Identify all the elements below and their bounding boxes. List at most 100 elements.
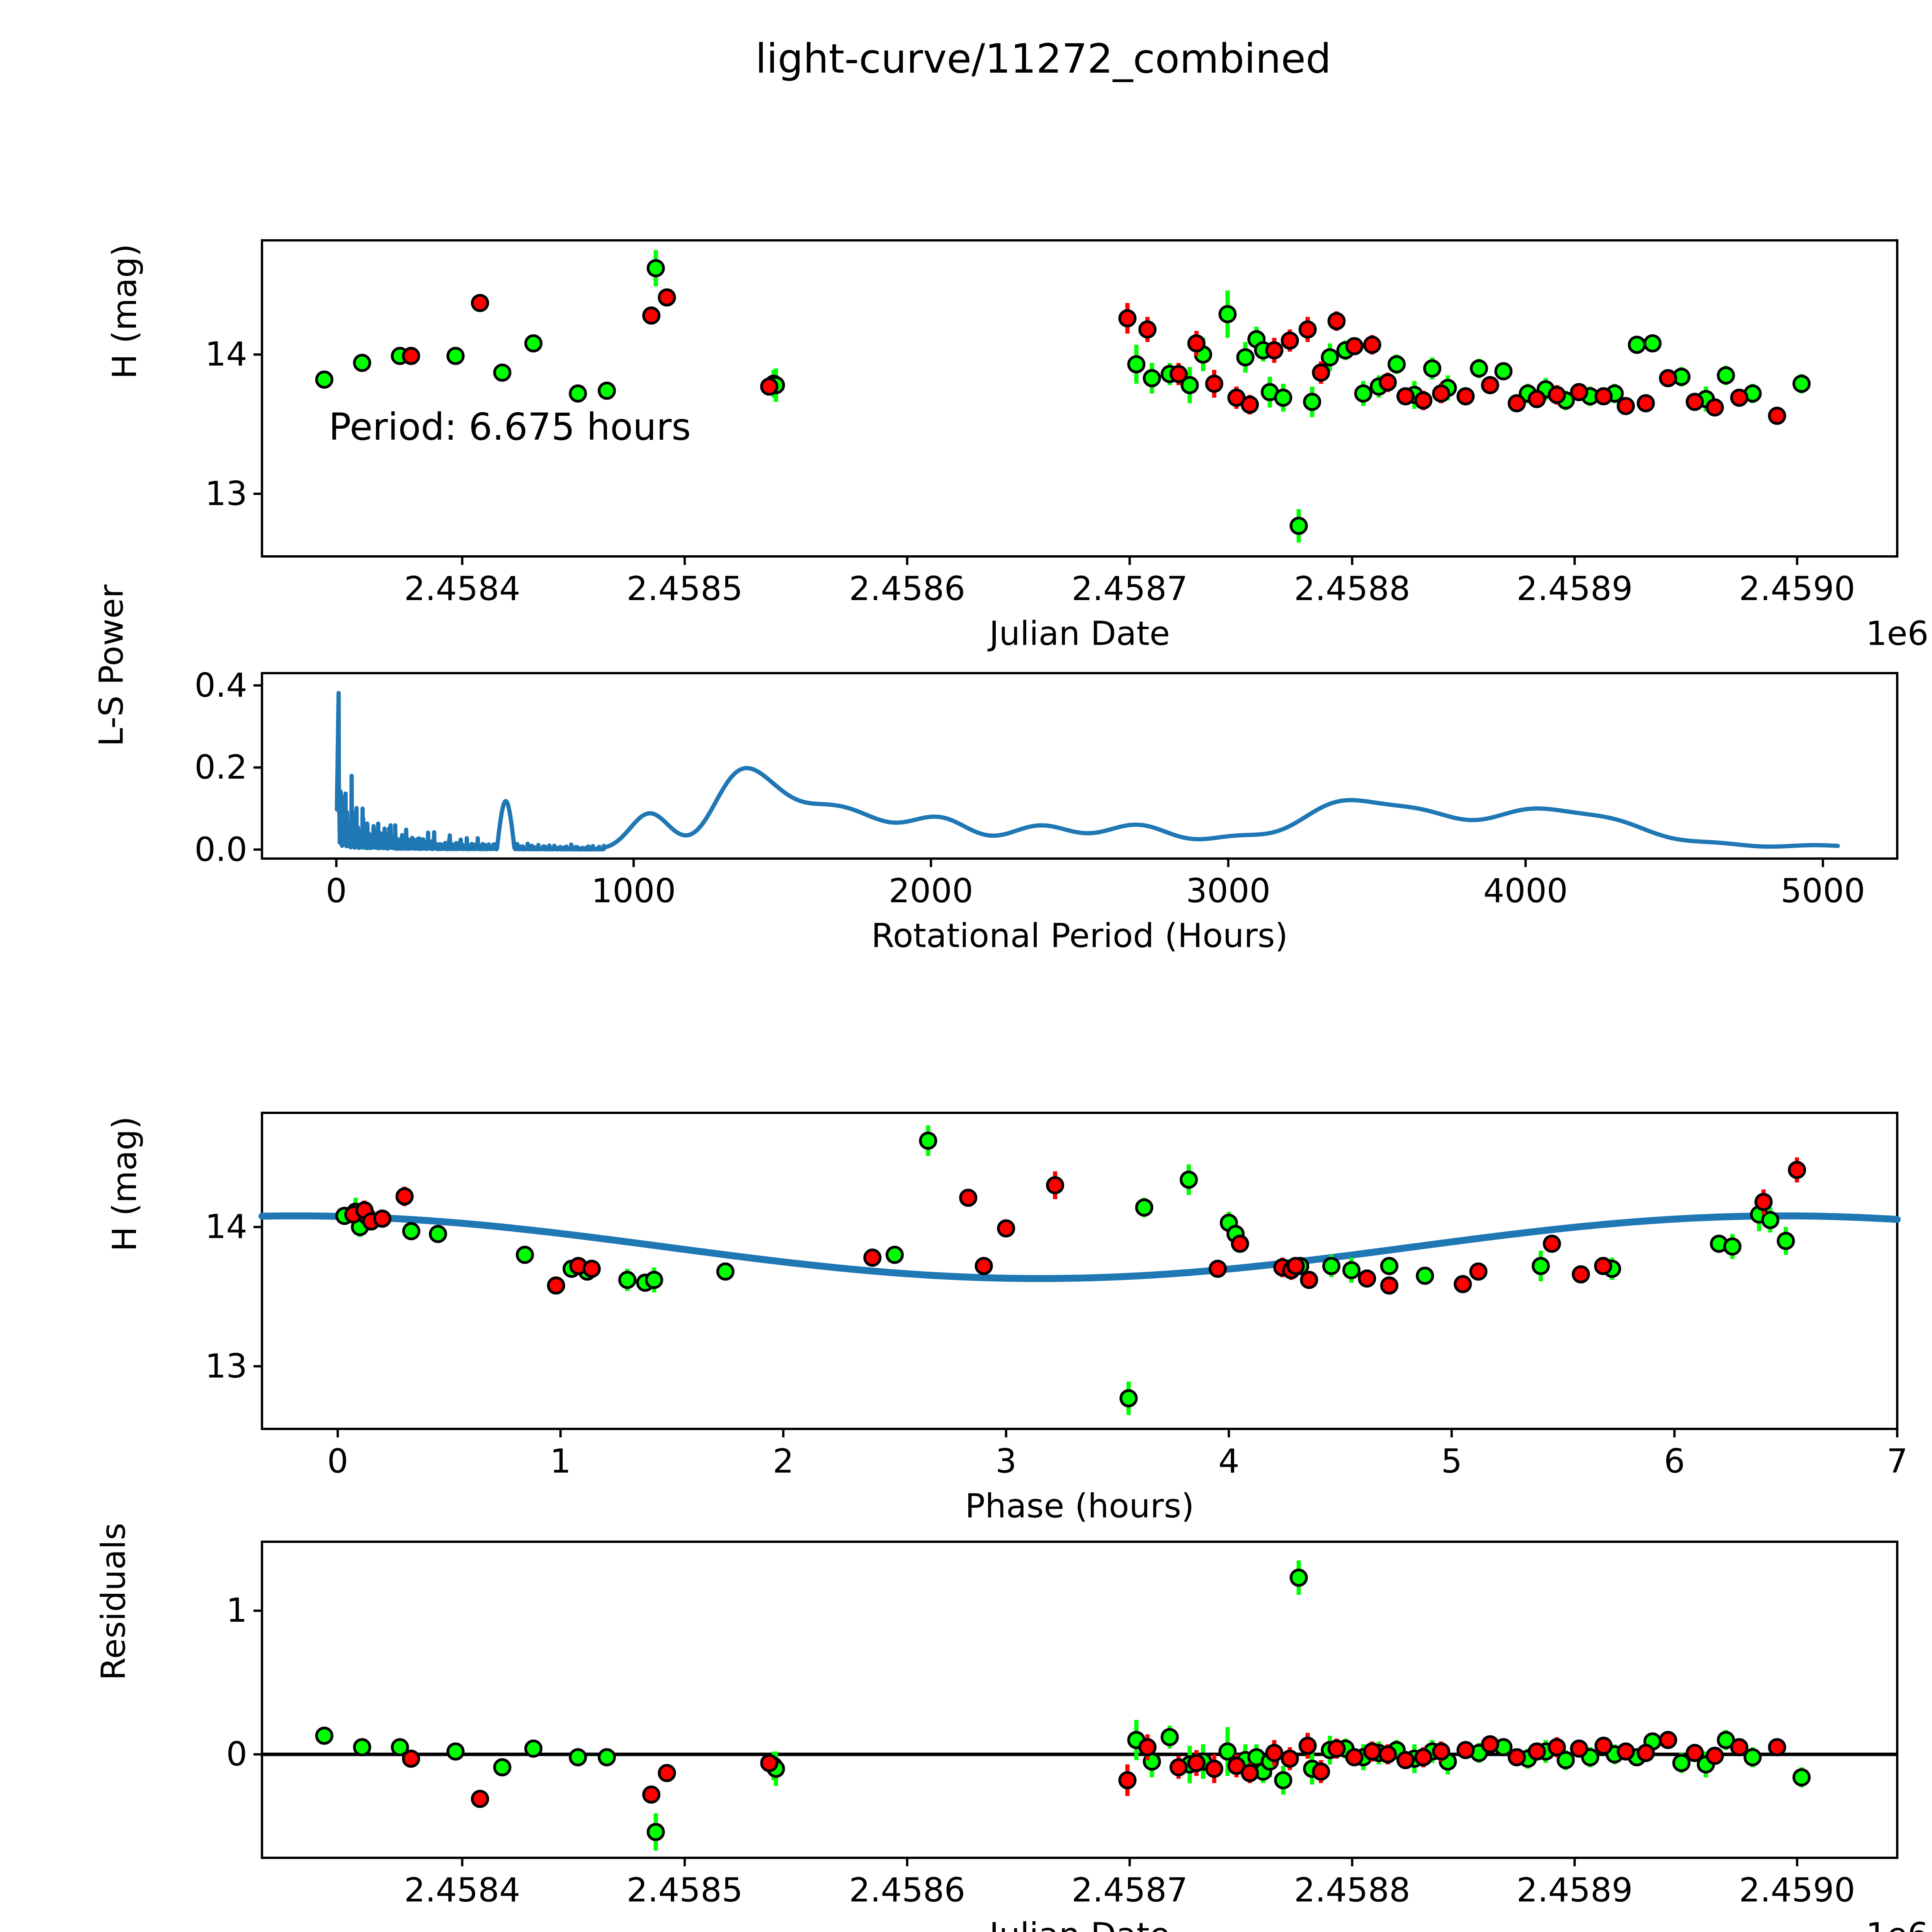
- data-point: [524, 1739, 543, 1758]
- data-point: [1456, 1741, 1475, 1759]
- x-tick-label: 2.4588: [1294, 570, 1410, 608]
- data-point: [1519, 1749, 1537, 1768]
- data-point: [1118, 1771, 1137, 1789]
- series-red: [402, 1731, 1786, 1808]
- x-tick-label: 2.4586: [849, 1871, 966, 1910]
- axes-frame: [261, 1541, 1898, 1859]
- data-point: [1218, 1742, 1237, 1761]
- x-tick-label: 2.4586: [849, 570, 966, 608]
- data-point: [1260, 1752, 1279, 1771]
- data-point: [1548, 1738, 1566, 1757]
- data-point: [1254, 1762, 1272, 1781]
- data-point: [1240, 1764, 1259, 1782]
- x-tick-label: 4: [1218, 1442, 1240, 1481]
- y-tick-label: 1: [226, 1591, 247, 1630]
- data-point: [315, 1726, 333, 1745]
- data-point: [1321, 1741, 1339, 1759]
- x-tick-label: 2.4589: [1516, 570, 1633, 608]
- data-point: [1160, 1728, 1179, 1747]
- period-annotation: Period: 6.675 hours: [328, 405, 691, 449]
- x-tick-label: 3: [995, 1442, 1017, 1481]
- data-point: [1570, 1739, 1588, 1758]
- markers-red: [402, 1731, 1786, 1808]
- data-point: [1187, 1754, 1206, 1772]
- x-tick-label: 2.4584: [404, 1871, 520, 1910]
- data-point: [1303, 1759, 1321, 1778]
- data-point: [1274, 1771, 1293, 1789]
- data-point: [1363, 1742, 1381, 1761]
- x-tick-label: 7: [1886, 1442, 1908, 1481]
- data-point: [471, 1790, 489, 1808]
- data-point: [353, 1738, 371, 1757]
- y-tick-label: 0.0: [194, 830, 247, 869]
- data-point: [1194, 1752, 1213, 1771]
- x-tick-label: 2: [772, 1442, 794, 1481]
- x-tick-label: 2.4585: [626, 1871, 743, 1910]
- data-point: [446, 1742, 465, 1761]
- data-point: [1494, 1738, 1513, 1757]
- y-tick-label: 14: [205, 335, 247, 374]
- data-point: [1432, 1742, 1451, 1761]
- data-point: [1369, 1744, 1388, 1762]
- data-point: [391, 1738, 409, 1757]
- x-tick-label: 2.4587: [1071, 570, 1188, 608]
- x-tick-label: 4000: [1483, 872, 1568, 910]
- data-point: [1236, 1751, 1255, 1769]
- data-point: [760, 1754, 779, 1772]
- data-point: [1659, 1731, 1677, 1749]
- data-point: [1685, 1744, 1704, 1762]
- data-point: [642, 1785, 661, 1804]
- data-point: [1743, 1748, 1762, 1767]
- data-point: [1180, 1755, 1199, 1774]
- data-point: [658, 1764, 676, 1782]
- data-point: [1605, 1745, 1624, 1764]
- data-point: [767, 1759, 785, 1778]
- x-tick-label: 5000: [1781, 872, 1866, 910]
- x-tick-label: 3000: [1186, 872, 1271, 910]
- data-point: [1536, 1742, 1555, 1761]
- x-tick-label: 1000: [591, 872, 676, 910]
- x-tick-label: 0: [327, 1442, 349, 1481]
- x-tick-label: 2.4585: [626, 570, 743, 608]
- data-point: [1636, 1744, 1655, 1762]
- y-tick-label: 0.2: [194, 748, 247, 787]
- y-tick-label: 0.4: [194, 666, 247, 705]
- data-point: [1470, 1744, 1488, 1762]
- data-point: [1594, 1736, 1613, 1755]
- x-axis-offset-label: 1e6: [1866, 614, 1929, 653]
- data-point: [1378, 1745, 1397, 1764]
- x-tick-label: 2000: [888, 872, 973, 910]
- data-point: [1169, 1758, 1188, 1777]
- data-point: [1527, 1742, 1546, 1761]
- data-point: [1265, 1744, 1284, 1762]
- data-point: [1396, 1751, 1415, 1769]
- y-axis-label: Residuals: [94, 1523, 133, 1680]
- data-point: [1205, 1759, 1223, 1778]
- data-point: [1336, 1739, 1355, 1758]
- data-point: [1730, 1738, 1748, 1757]
- data-point: [1227, 1757, 1246, 1775]
- data-point: [1354, 1748, 1372, 1767]
- data-point: [1792, 1768, 1811, 1787]
- data-point: [1414, 1748, 1433, 1767]
- error-bars-green: [322, 1560, 1804, 1851]
- y-tick-label: 0: [226, 1735, 247, 1774]
- data-point: [1697, 1755, 1715, 1774]
- x-axis-label: Rotational Period (Hours): [871, 917, 1288, 955]
- data-point: [1617, 1742, 1635, 1761]
- data-point: [1507, 1748, 1526, 1767]
- data-point: [1405, 1749, 1424, 1768]
- x-tick-label: 2.4588: [1294, 1871, 1410, 1910]
- data-point: [1345, 1748, 1364, 1767]
- x-axis-offset-label: 1e6: [1866, 1916, 1929, 1932]
- x-tick-label: 1: [550, 1442, 571, 1481]
- x-axis-label: Phase (hours): [965, 1487, 1194, 1526]
- data-point: [569, 1748, 587, 1767]
- data-point: [1312, 1762, 1330, 1781]
- y-tick-label: 14: [205, 1208, 247, 1247]
- x-tick-label: 2.4587: [1071, 1871, 1188, 1910]
- data-point: [646, 1823, 665, 1841]
- data-point: [1423, 1742, 1442, 1761]
- data-point: [1643, 1732, 1662, 1751]
